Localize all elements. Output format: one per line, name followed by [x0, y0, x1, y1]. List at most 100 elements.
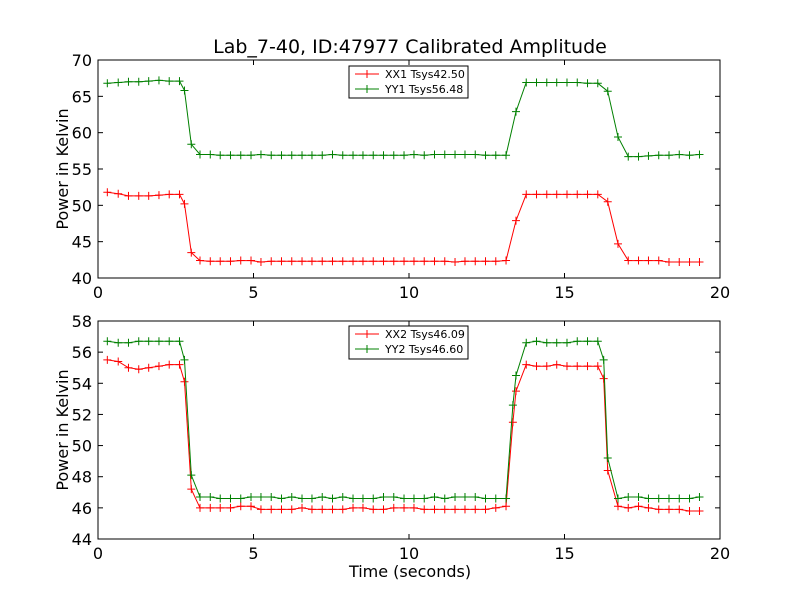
- bottom-legend: XX2 Tsys46.09 YY2 Tsys46.60: [348, 325, 469, 360]
- bottom-data-point: [236, 502, 245, 511]
- bottom-data-point: [256, 505, 265, 514]
- top-data-point: [685, 151, 694, 160]
- bottom-data-point: [114, 338, 123, 347]
- top-data-point: [165, 190, 174, 199]
- top-data-point: [624, 256, 633, 265]
- bottom-data-point: [247, 492, 256, 501]
- top-data-point: [511, 107, 520, 116]
- top-data-point: [430, 257, 439, 266]
- top-data-point: [695, 150, 704, 159]
- top-data-point: [603, 197, 612, 206]
- bottom-data-point: [502, 502, 511, 511]
- top-data-point: [307, 257, 316, 266]
- top-data-point: [318, 151, 327, 160]
- bottom-data-point: [379, 492, 388, 501]
- bottom-data-point: [508, 418, 517, 427]
- bottom-data-point: [328, 505, 337, 514]
- bottom-data-point: [599, 355, 608, 364]
- top-data-point: [685, 258, 694, 267]
- top-series-2: [103, 76, 704, 161]
- top-data-point: [369, 151, 378, 160]
- bottom-data-point: [369, 505, 378, 514]
- bottom-data-point: [206, 503, 215, 512]
- top-legend-marker: [363, 70, 371, 78]
- bottom-data-point: [481, 494, 490, 503]
- top-data-point: [369, 257, 378, 266]
- bottom-data-point: [389, 492, 398, 501]
- top-data-point: [103, 79, 112, 88]
- bottom-data-point: [400, 503, 409, 512]
- bottom-data-point: [144, 337, 153, 346]
- bottom-data-point: [226, 494, 235, 503]
- bottom-data-point: [369, 494, 378, 503]
- top-data-point: [562, 78, 571, 87]
- top-x-tick-label: 0: [93, 283, 103, 302]
- bottom-data-point: [409, 494, 418, 503]
- top-data-point: [562, 190, 571, 199]
- top-y-tick-label: 65: [72, 87, 92, 106]
- bottom-data-point: [287, 505, 296, 514]
- top-data-point: [675, 258, 684, 267]
- top-data-point: [420, 151, 429, 160]
- bottom-data-point: [532, 337, 541, 346]
- bottom-data-point: [562, 338, 571, 347]
- top-data-point: [481, 257, 490, 266]
- top-data-point: [277, 151, 286, 160]
- top-data-point: [389, 257, 398, 266]
- top-data-point: [430, 150, 439, 159]
- top-y-tick-label: 45: [72, 233, 92, 252]
- bottom-data-point: [599, 374, 608, 383]
- bottom-legend-box: [348, 325, 469, 360]
- bottom-data-point: [349, 494, 358, 503]
- bottom-x-tick-label: 15: [554, 544, 574, 563]
- top-data-point: [124, 191, 133, 200]
- top-data-point: [103, 188, 112, 197]
- top-data-point: [695, 258, 704, 267]
- bottom-data-point: [154, 337, 163, 346]
- top-data-point: [318, 257, 327, 266]
- top-data-point: [491, 151, 500, 160]
- bottom-data-point: [552, 338, 561, 347]
- bottom-data-point: [187, 485, 196, 494]
- top-data-point: [349, 151, 358, 160]
- bottom-data-point: [471, 505, 480, 514]
- top-data-point: [134, 77, 143, 86]
- bottom-data-point: [695, 506, 704, 515]
- bottom-y-tick-label: 52: [72, 405, 92, 424]
- bottom-data-point: [440, 494, 449, 503]
- top-legend-marker: [363, 85, 371, 93]
- top-x-tick-label: 20: [710, 283, 730, 302]
- bottom-legend-label: XX2 Tsys46.09: [385, 328, 465, 341]
- bottom-series-2: [103, 337, 704, 503]
- top-data-point: [420, 257, 429, 266]
- top-data-point: [180, 86, 189, 95]
- bottom-y-tick-label: 50: [72, 437, 92, 456]
- top-data-point: [180, 199, 189, 208]
- bottom-data-point: [226, 503, 235, 512]
- bottom-data-point: [180, 377, 189, 386]
- top-data-point: [298, 257, 307, 266]
- bottom-y-tick-label: 56: [72, 343, 92, 362]
- top-data-point: [114, 78, 123, 87]
- top-data-point: [532, 190, 541, 199]
- top-data-point: [358, 151, 367, 160]
- bottom-data-point: [298, 494, 307, 503]
- bottom-data-point: [502, 494, 511, 503]
- bottom-y-tick-label: 44: [72, 530, 92, 549]
- bottom-data-point: [328, 494, 337, 503]
- top-data-point: [349, 257, 358, 266]
- top-data-point: [511, 216, 520, 225]
- top-data-point: [256, 258, 265, 267]
- bottom-data-point: [216, 494, 225, 503]
- bottom-data-point: [349, 503, 358, 512]
- bottom-data-point: [358, 503, 367, 512]
- bottom-data-point: [175, 337, 184, 346]
- bottom-data-point: [644, 503, 653, 512]
- top-y-tick-label: 70: [72, 51, 92, 70]
- bottom-legend-marker: [363, 330, 371, 338]
- top-data-point: [613, 239, 622, 248]
- bottom-data-point: [624, 492, 633, 501]
- bottom-data-point: [409, 503, 418, 512]
- top-data-point: [664, 258, 673, 267]
